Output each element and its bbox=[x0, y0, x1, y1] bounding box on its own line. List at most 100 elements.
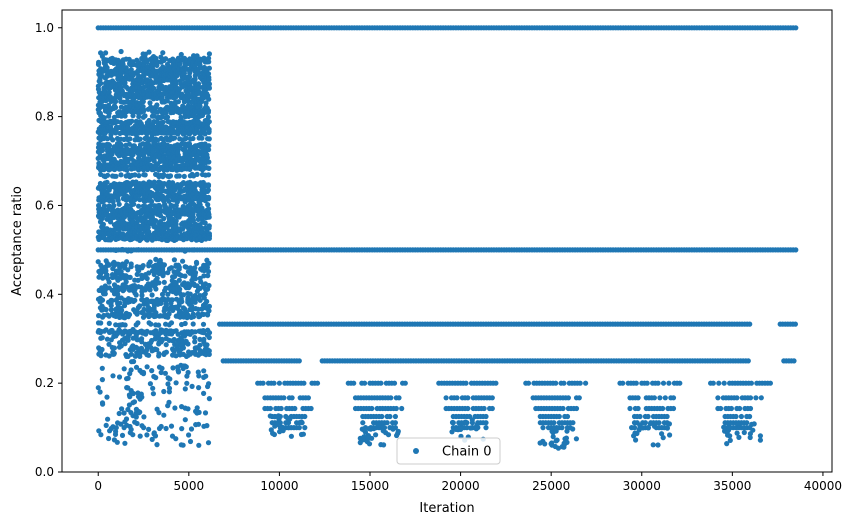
data-point bbox=[206, 159, 212, 165]
y-axis-label: Acceptance ratio bbox=[10, 186, 25, 296]
data-point bbox=[469, 417, 475, 423]
data-point bbox=[128, 248, 134, 254]
data-point bbox=[728, 405, 735, 412]
data-point bbox=[635, 405, 641, 412]
data-point bbox=[173, 380, 179, 386]
data-point bbox=[206, 126, 212, 132]
data-point bbox=[206, 143, 212, 149]
data-point bbox=[736, 434, 742, 440]
data-point bbox=[125, 267, 131, 273]
data-point bbox=[109, 327, 115, 334]
data-point bbox=[142, 113, 148, 119]
x-tick-label: 10000 bbox=[260, 479, 298, 493]
data-point bbox=[166, 311, 172, 317]
data-point bbox=[741, 429, 747, 436]
data-point bbox=[276, 380, 282, 386]
data-point bbox=[105, 207, 111, 213]
data-point bbox=[748, 380, 755, 386]
data-point bbox=[565, 395, 572, 401]
x-tick-label: 35000 bbox=[713, 479, 751, 493]
data-point bbox=[747, 434, 753, 441]
data-point bbox=[718, 405, 724, 412]
data-point bbox=[278, 405, 284, 412]
data-point bbox=[130, 432, 136, 438]
data-point bbox=[126, 141, 132, 147]
data-point bbox=[298, 419, 304, 425]
data-point bbox=[109, 151, 115, 157]
data-point bbox=[148, 321, 154, 327]
data-point bbox=[633, 380, 639, 386]
data-point bbox=[206, 211, 212, 218]
data-point bbox=[125, 375, 131, 381]
data-point bbox=[750, 427, 756, 433]
data-point bbox=[106, 341, 112, 347]
data-point bbox=[576, 395, 582, 401]
data-point bbox=[95, 259, 101, 265]
data-point bbox=[110, 137, 116, 143]
data-point bbox=[757, 437, 764, 443]
data-point bbox=[727, 433, 733, 439]
data-point bbox=[302, 413, 308, 420]
data-point bbox=[111, 345, 117, 351]
data-point bbox=[481, 405, 487, 412]
data-point bbox=[206, 225, 212, 231]
data-point bbox=[110, 199, 116, 205]
data-point bbox=[677, 380, 683, 386]
data-point bbox=[664, 413, 670, 420]
data-point bbox=[394, 432, 400, 439]
data-point bbox=[158, 423, 164, 430]
data-point bbox=[267, 413, 273, 419]
x-tick-label: 30000 bbox=[623, 479, 661, 493]
y-tick-label: 0.4 bbox=[35, 287, 54, 301]
data-point bbox=[147, 381, 153, 387]
data-point bbox=[308, 405, 314, 412]
data-point bbox=[192, 339, 198, 345]
data-point bbox=[305, 395, 311, 401]
data-point bbox=[168, 265, 174, 271]
data-point bbox=[189, 383, 195, 389]
data-point bbox=[206, 96, 212, 102]
y-tick-label: 0.0 bbox=[35, 465, 54, 479]
data-point bbox=[103, 307, 109, 313]
data-point bbox=[153, 375, 159, 381]
data-point bbox=[173, 436, 179, 442]
data-point bbox=[124, 202, 130, 208]
data-point bbox=[385, 432, 392, 438]
data-point bbox=[667, 432, 673, 438]
data-point bbox=[202, 410, 209, 416]
data-point bbox=[206, 330, 213, 336]
data-point bbox=[190, 314, 197, 320]
data-point bbox=[154, 442, 160, 448]
data-point bbox=[454, 395, 460, 401]
data-point bbox=[161, 215, 167, 222]
data-point bbox=[276, 416, 282, 422]
data-point bbox=[393, 405, 399, 412]
data-point bbox=[121, 410, 127, 416]
x-tick-label: 15000 bbox=[351, 479, 389, 493]
data-point bbox=[140, 104, 146, 110]
data-point bbox=[137, 433, 143, 439]
data-point bbox=[156, 410, 162, 416]
data-point bbox=[141, 180, 147, 186]
data-point bbox=[147, 100, 153, 106]
data-point bbox=[99, 377, 105, 383]
data-point bbox=[627, 405, 633, 412]
data-point bbox=[793, 25, 799, 31]
data-point bbox=[206, 65, 212, 71]
data-point bbox=[97, 389, 103, 395]
data-point bbox=[735, 421, 741, 427]
data-point bbox=[182, 273, 188, 279]
data-point bbox=[108, 84, 114, 91]
data-point bbox=[147, 259, 153, 265]
data-point bbox=[204, 91, 210, 97]
data-point bbox=[96, 59, 102, 65]
data-point bbox=[747, 395, 754, 401]
data-point bbox=[180, 442, 186, 448]
x-tick-label: 5000 bbox=[174, 479, 205, 493]
data-point bbox=[126, 312, 133, 318]
data-point bbox=[570, 426, 576, 432]
data-point bbox=[161, 262, 167, 268]
data-point bbox=[140, 263, 146, 269]
data-point bbox=[135, 277, 141, 283]
data-point bbox=[651, 395, 658, 401]
